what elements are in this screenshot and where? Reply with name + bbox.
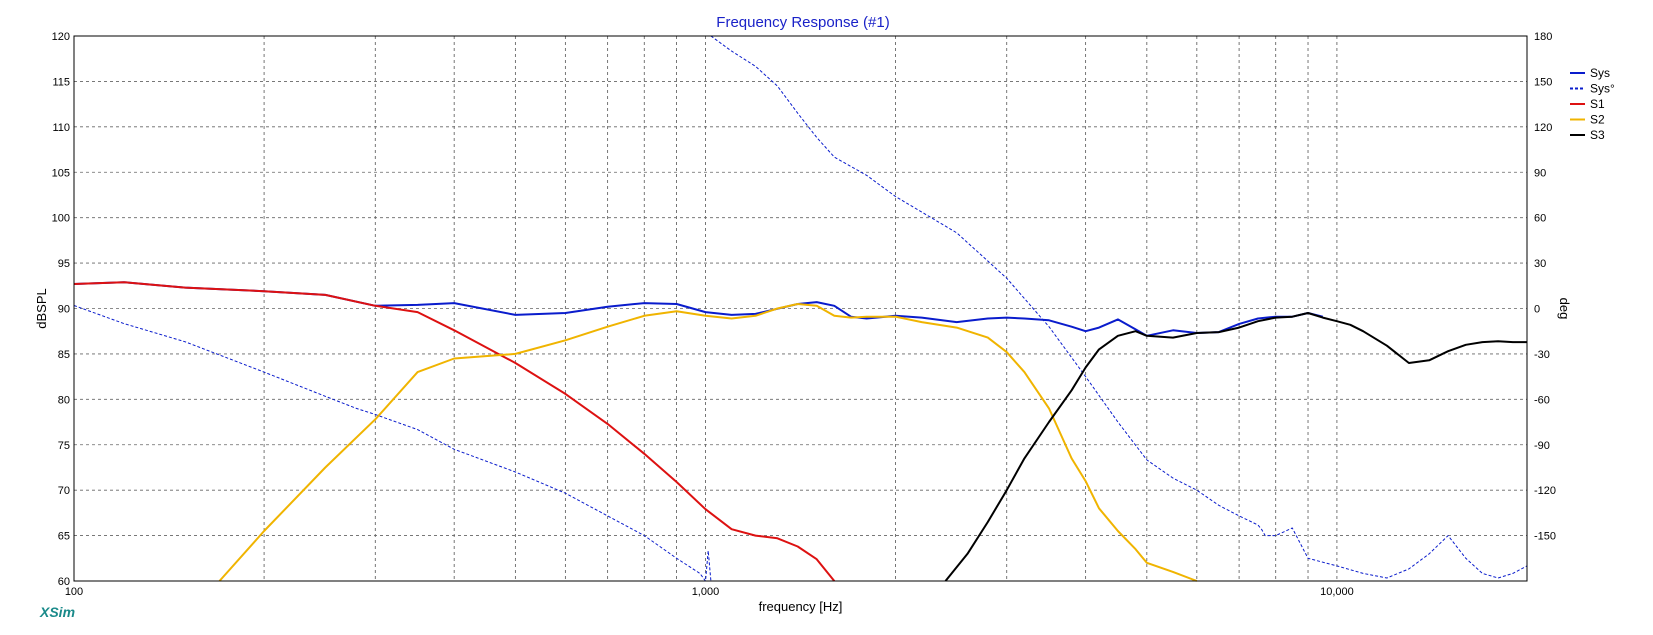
y2-axis-label: deg <box>1557 298 1572 320</box>
legend-label: Sys° <box>1590 82 1615 96</box>
y-tick-label: 105 <box>52 167 70 179</box>
chart-title: Frequency Response (#1) <box>716 14 889 31</box>
plot-frame <box>73 35 1528 582</box>
grid <box>74 36 1527 581</box>
y2-tick-label: -30 <box>1534 349 1550 361</box>
legend-label: S3 <box>1590 128 1605 142</box>
series-line-sys <box>73 305 712 582</box>
y-tick-label: 65 <box>58 531 70 543</box>
x-tick-label: 10,000 <box>1320 586 1354 598</box>
legend-label: Sys <box>1590 66 1610 80</box>
y2-tick-label: -150 <box>1534 531 1556 543</box>
y-axis-label: dBSPL <box>34 288 49 328</box>
y2-tick-label: 180 <box>1534 31 1552 43</box>
series-layer <box>73 35 1528 582</box>
series-line-s1 <box>73 281 836 582</box>
y-tick-label: 120 <box>52 31 70 43</box>
y-tick-label: 95 <box>58 258 70 270</box>
x-axis-ticks: 100 1,000 10,000 <box>65 586 1354 598</box>
y2-tick-label: 30 <box>1534 258 1546 270</box>
y2-tick-label: 0 <box>1534 304 1540 316</box>
y-tick-label: 70 <box>58 485 70 497</box>
y2-tick-label: 90 <box>1534 167 1546 179</box>
series-line-s2 <box>218 303 1198 582</box>
legend-label: S1 <box>1590 97 1605 111</box>
y-tick-label: 80 <box>58 394 70 406</box>
series-line-sys <box>710 35 1528 579</box>
y-axis-left-ticks: 60 65 70 75 80 85 90 95 100 105 110 115 120 <box>52 31 70 588</box>
y-tick-label: 60 <box>58 576 70 588</box>
y-tick-label: 75 <box>58 440 70 452</box>
y2-tick-label: 120 <box>1534 122 1552 134</box>
y2-tick-label: 60 <box>1534 213 1546 225</box>
x-axis-label: frequency [Hz] <box>759 599 843 614</box>
y2-tick-label: -90 <box>1534 440 1550 452</box>
x-tick-label: 1,000 <box>692 586 720 598</box>
y-tick-label: 85 <box>58 349 70 361</box>
legend-label: S2 <box>1590 113 1605 127</box>
y-axis-right-ticks: -150 -120 -90 -60 -30 0 30 60 90 120 150 180 <box>1534 31 1556 543</box>
x-tick-label: 100 <box>65 586 83 598</box>
y2-tick-label: -120 <box>1534 485 1556 497</box>
y-tick-label: 90 <box>58 304 70 316</box>
y-tick-label: 100 <box>52 213 70 225</box>
y2-tick-label: 150 <box>1534 76 1552 88</box>
y-tick-label: 110 <box>52 122 70 134</box>
y-tick-label: 115 <box>52 76 70 88</box>
xsim-logo: XSim <box>39 604 75 620</box>
y2-tick-label: -60 <box>1534 394 1550 406</box>
series-line-s3 <box>944 312 1527 582</box>
